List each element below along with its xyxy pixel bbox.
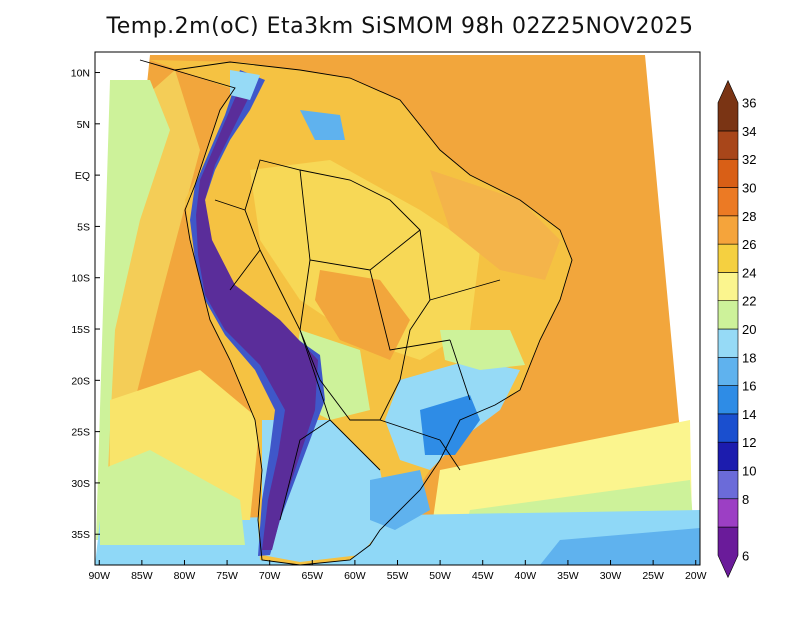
lat-tick-label: 15S [71,324,90,336]
colorbar-label: 26 [742,237,756,252]
colorbar-swatch [717,498,739,528]
lon-tick-label: 75W [216,570,238,582]
colorbar-label: 22 [742,294,756,309]
lat-tick-label: 10S [71,273,90,285]
lat-tick-label: 20S [71,375,90,387]
lat-tick-label: 30S [71,478,90,490]
colorbar-swatch [717,413,739,443]
temperature-field [95,55,700,565]
colorbar-swatch [717,215,739,245]
lon-tick-label: 25W [642,570,664,582]
lon-tick-label: 90W [88,570,110,582]
lon-tick-label: 30W [600,570,622,582]
colorbar-swatch [717,300,739,330]
brazil-border [244,159,431,421]
lat-tick-label: EQ [75,170,90,182]
lat-tick-label: 5N [77,119,90,131]
lon-tick-label: 35W [557,570,579,582]
colorbar-swatch [717,385,739,415]
central-hot [315,270,410,360]
colorbar-swatch [717,272,739,302]
longitude-axis: 90W 85W 80W 75W 70W 65W 60W 55W 50W 45W 40W 35W 30W 2… [88,560,707,582]
lon-tick-label: 50W [429,570,451,582]
colorbar-label: 20 [742,322,756,337]
southern-ocean-colder [540,528,700,565]
colorbar-label: 32 [742,152,756,167]
colorbar-label: 8 [742,492,749,507]
colorbar-swatch [717,130,739,160]
mg-green [440,330,525,370]
colombia-cold [230,70,260,100]
andes-very-cold [196,75,318,550]
colorbar-label: 10 [742,463,756,478]
northeast-warm [430,170,560,280]
colorbar-label: 30 [742,181,756,196]
guiana-cold [300,110,345,140]
state-borders [299,169,501,471]
lat-tick-label: 5S [77,221,90,233]
colorbar: 6 8 10 12 14 16 18 20 22 24 26 28 30 32 34 36 [717,79,756,579]
southeast-colder [420,395,480,455]
colorbar-label: 6 [742,548,749,563]
lon-tick-label: 45W [472,570,494,582]
colorbar-swatch [717,187,739,217]
colorbar-label: 36 [742,96,756,111]
colorbar-swatch [717,243,739,273]
brazil-interior [250,160,480,360]
lon-tick-label: 55W [387,570,409,582]
lon-tick-label: 80W [174,570,196,582]
colorbar-label: 14 [742,407,756,422]
colorbar-swatch [717,441,739,471]
lat-tick-label: 25S [71,427,90,439]
political-boundaries [139,59,573,566]
uruguay-blue [370,470,430,530]
latitude-axis: 10N 5N EQ 5S 10S 15S 20S 25S 30S 35S [71,68,100,541]
colorbar-label: 16 [742,379,756,394]
colorbar-label: 12 [742,435,756,450]
colorbar-label: 34 [742,124,756,139]
colorbar-swatch [717,328,739,358]
lon-tick-label: 85W [131,570,153,582]
colorbar-swatch [717,526,739,579]
lat-tick-label: 10N [71,68,90,80]
colorbar-label: 28 [742,209,756,224]
lon-tick-label: 70W [259,570,281,582]
lat-tick-label: 35S [71,529,90,541]
ocean-pacific-edge [96,80,170,540]
colorbar-label: 24 [742,265,756,280]
colorbar-swatch [717,79,739,132]
colorbar-swatch [717,470,739,500]
colorbar-swatch [717,158,739,188]
pacific-south-green [100,450,245,545]
colorbar-swatch [717,356,739,386]
country-borders [214,199,381,521]
lon-tick-label: 60W [344,570,366,582]
lon-tick-label: 40W [515,570,537,582]
lon-tick-label: 20W [685,570,707,582]
colorbar-label: 18 [742,350,756,365]
map-title: Temp.2m(oC) Eta3km SiSMOM 98h 02Z25NOV20… [106,14,694,39]
continent-coastline [139,59,573,566]
lon-tick-label: 65W [301,570,323,582]
southern-ocean-cool [95,510,700,565]
